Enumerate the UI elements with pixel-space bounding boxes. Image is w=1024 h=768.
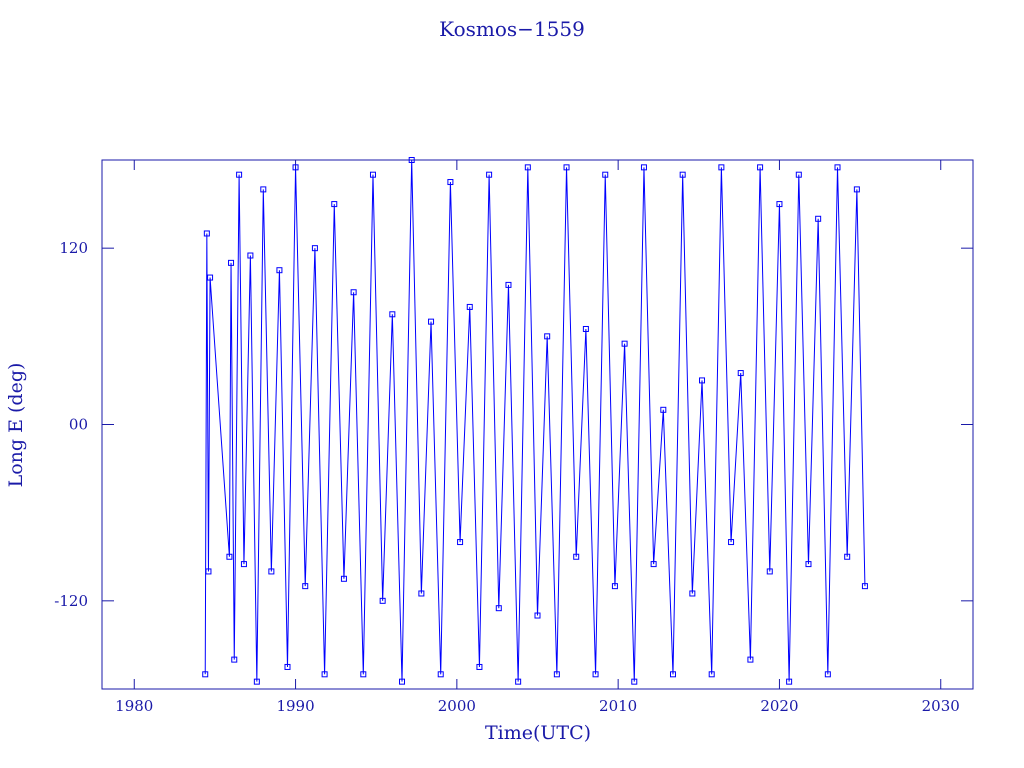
data-point bbox=[447, 179, 454, 186]
data-point bbox=[340, 575, 347, 582]
data-point bbox=[228, 259, 235, 266]
data-point bbox=[795, 171, 802, 178]
data-point bbox=[660, 406, 667, 413]
data-point bbox=[515, 678, 522, 685]
data-point bbox=[592, 671, 599, 678]
data-point bbox=[202, 671, 209, 678]
data-point bbox=[276, 267, 283, 274]
data-point bbox=[679, 171, 686, 178]
x-tick-label: 1980 bbox=[115, 697, 153, 715]
data-point bbox=[486, 171, 493, 178]
data-point bbox=[466, 303, 473, 310]
data-point bbox=[573, 553, 580, 560]
data-point bbox=[708, 671, 715, 678]
data-point bbox=[757, 164, 764, 171]
data-point bbox=[247, 252, 254, 259]
data-point bbox=[476, 663, 483, 670]
data-point bbox=[650, 561, 657, 568]
data-point bbox=[284, 663, 291, 670]
data-point bbox=[205, 568, 212, 575]
chart-title: Kosmos−1559 bbox=[439, 17, 585, 41]
data-point bbox=[428, 318, 435, 325]
data-point bbox=[379, 597, 386, 604]
data-point bbox=[699, 377, 706, 384]
data-point bbox=[437, 671, 444, 678]
data-point bbox=[728, 539, 735, 546]
y-tick-label: -120 bbox=[54, 592, 88, 610]
data-point bbox=[602, 171, 609, 178]
x-tick-label: 2030 bbox=[922, 697, 960, 715]
data-point bbox=[260, 186, 267, 193]
data-point bbox=[408, 157, 415, 163]
data-point bbox=[582, 325, 589, 332]
data-point bbox=[621, 340, 628, 347]
data-point bbox=[399, 678, 406, 685]
data-point bbox=[302, 583, 309, 590]
data-point bbox=[360, 671, 367, 678]
data-point bbox=[640, 164, 647, 171]
x-tick-label: 1990 bbox=[276, 697, 314, 715]
data-point bbox=[207, 274, 214, 281]
data-point bbox=[311, 245, 318, 252]
data-point bbox=[253, 678, 260, 685]
data-point bbox=[505, 281, 512, 288]
data-point bbox=[495, 605, 502, 612]
data-point bbox=[631, 678, 638, 685]
data-point bbox=[563, 164, 570, 171]
y-tick-label: 120 bbox=[59, 239, 88, 257]
data-point bbox=[766, 568, 773, 575]
data-point bbox=[718, 164, 725, 171]
data-point bbox=[226, 553, 233, 560]
data-point bbox=[331, 201, 338, 208]
data-point bbox=[350, 289, 357, 296]
x-tick-label: 2000 bbox=[438, 697, 476, 715]
data-point bbox=[805, 561, 812, 568]
data-point bbox=[544, 333, 551, 340]
data-point bbox=[389, 311, 396, 318]
data-point bbox=[553, 671, 560, 678]
data-point bbox=[737, 370, 744, 377]
data-point bbox=[786, 678, 793, 685]
data-point bbox=[457, 539, 464, 546]
data-point bbox=[824, 671, 831, 678]
data-point bbox=[236, 171, 243, 178]
x-tick-label: 2010 bbox=[599, 697, 637, 715]
x-axis-label: Time(UTC) bbox=[485, 722, 591, 744]
data-point bbox=[321, 671, 328, 678]
x-tick-label: 2020 bbox=[760, 697, 798, 715]
data-point bbox=[861, 583, 868, 590]
data-point bbox=[534, 612, 541, 619]
data-point bbox=[611, 583, 618, 590]
data-point bbox=[231, 656, 238, 663]
data-point bbox=[747, 656, 754, 663]
data-point bbox=[834, 164, 841, 171]
data-point bbox=[292, 164, 299, 171]
data-point bbox=[844, 553, 851, 560]
y-tick-label: 00 bbox=[69, 416, 88, 434]
data-point bbox=[418, 590, 425, 597]
data-point bbox=[669, 671, 676, 678]
data-line bbox=[204, 159, 866, 682]
data-point bbox=[240, 561, 247, 568]
data-point bbox=[776, 201, 783, 208]
data-point bbox=[853, 186, 860, 193]
data-point bbox=[689, 590, 696, 597]
data-point bbox=[524, 164, 531, 171]
y-axis-label: Long E (deg) bbox=[5, 363, 27, 488]
data-point bbox=[268, 568, 275, 575]
data-point bbox=[203, 230, 210, 237]
data-point bbox=[815, 215, 822, 222]
data-point bbox=[369, 171, 376, 178]
